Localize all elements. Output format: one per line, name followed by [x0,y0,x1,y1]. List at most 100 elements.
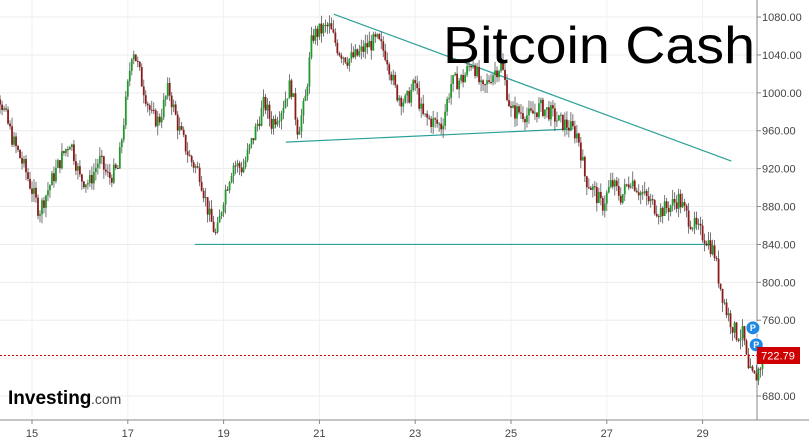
candle-body [272,118,275,129]
candle-body [148,105,151,110]
x-tick-label: 23 [409,428,421,440]
y-tick-label: 1040.00 [762,50,802,62]
candle-body [565,119,568,128]
candle-body [404,95,407,103]
candle-body [356,49,359,56]
candle-body [625,184,628,186]
candle-body [82,181,85,188]
candle-body [667,208,670,213]
candle-body [92,172,95,184]
candle-body [673,199,676,203]
candle-body [558,115,560,121]
candle-body [639,192,642,196]
candle-body [470,66,472,68]
candle-body [548,107,550,120]
candle-body [324,24,327,26]
candle-body [208,208,211,215]
x-tick-label: 19 [217,428,229,440]
candle-body [538,103,540,118]
candle-body [374,34,377,37]
candle-body [1,104,3,110]
candle-body [603,203,606,211]
y-tick-label: 1000.00 [762,88,802,100]
candle-body [569,121,572,131]
candle-body [524,119,526,123]
candle-body [69,147,71,150]
candle-body [98,155,101,164]
candle-body [3,108,5,110]
candle-body [364,43,367,52]
y-tick-label: 680.00 [762,391,796,403]
candle-body [534,112,536,114]
candle-body [33,187,35,194]
last-price-label: 722.79 [761,351,795,363]
candle-body [63,151,65,153]
candle-body [701,225,704,241]
x-tick-label: 21 [313,428,325,440]
candle-body [522,113,524,120]
candle-body [510,106,512,108]
candle-body [581,156,584,161]
candle-body [679,193,682,208]
candle-body [556,120,558,122]
candle-body [697,223,700,225]
candle-body [140,67,143,87]
candle-body [617,186,620,196]
candle-body [611,180,614,187]
logo-brand-suffix: .com [91,391,121,407]
candle-body [597,192,600,204]
candle-body [723,302,726,304]
last-price-badge [757,347,800,364]
candle-body [352,52,355,58]
candle-body [456,73,459,90]
candle-body [158,116,161,123]
candle-body [370,40,373,51]
candle-body [621,194,624,203]
candle-body [108,172,111,178]
candle-body [362,46,365,52]
candle-body [595,187,598,204]
y-axis-ticks: 680.00720.00760.00800.00840.00880.00920.… [757,12,802,403]
candle-body [0,99,1,105]
candle-body [332,29,335,33]
candle-body [122,125,125,140]
candle-body [286,98,289,100]
candle-body [224,189,227,205]
candle-body [334,32,337,43]
candle-body [585,176,588,188]
candle-body [150,109,153,111]
candle-body [462,75,464,83]
candle-body [228,182,231,191]
candle-body [378,34,381,40]
candle-body [310,35,313,58]
candle-body [691,228,694,230]
candle-body [426,113,429,118]
event-marker-label: P [750,323,756,333]
candle-body [322,24,325,34]
candle-body [466,66,468,75]
candle-body [416,83,419,89]
candle-body [174,104,177,115]
candle-body [112,164,115,183]
candle-body [328,23,331,27]
candle-body [438,123,441,125]
candle-body [318,23,321,37]
candle-body [110,177,113,183]
candle-body [292,93,295,97]
candle-body [326,24,329,27]
candle-body [544,109,546,116]
candle-body [715,258,718,260]
candle-body [340,55,343,59]
candle-body [59,160,61,169]
x-tick-label: 15 [26,428,38,440]
candle-body [384,50,387,61]
candle-body [743,326,746,341]
candle-body [530,108,532,111]
candle-body [320,23,323,34]
candle-body [152,109,155,111]
candle-body [721,288,724,303]
candle-body [550,105,552,120]
candle-body [458,80,461,90]
candle-body [154,110,157,127]
candle-body [508,100,510,107]
